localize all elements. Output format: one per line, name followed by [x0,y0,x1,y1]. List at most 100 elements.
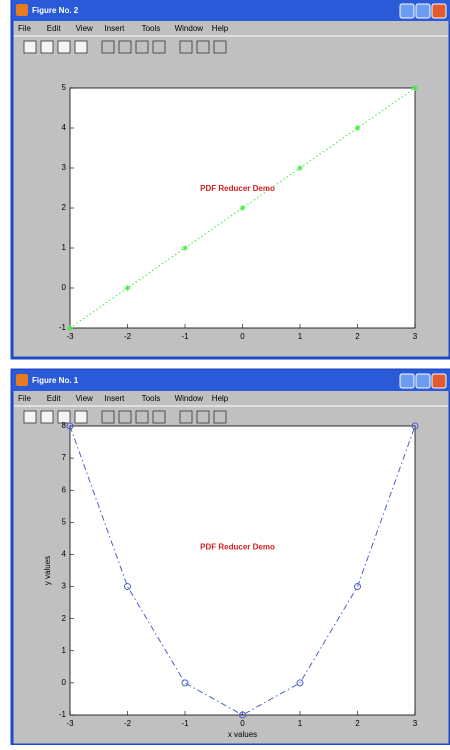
data-point [124,583,131,591]
menu-item[interactable]: Help [212,24,229,33]
window-title: Figure No. 2 [32,6,79,15]
y-tick-label: -1 [59,323,67,332]
y-tick-label: 1 [62,646,67,655]
y-tick-label: 5 [62,517,67,526]
toolbar-print[interactable] [74,40,88,54]
y-tick-label: 4 [62,123,67,132]
y-tick-label: 0 [62,283,67,292]
data-point [296,679,304,687]
y-tick-label: -1 [59,710,67,719]
toolbar-pointer[interactable] [101,40,115,54]
data-point [354,125,361,131]
title-bar [12,370,450,391]
toolbar-print[interactable] [74,410,88,424]
window-title: Figure No. 1 [32,376,79,385]
menu-item[interactable]: View [76,24,93,33]
data-line [69,425,416,716]
y-tick-label: 5 [62,83,67,92]
menu-item[interactable]: Insert [104,24,125,33]
y-tick-label: 4 [62,550,67,559]
menu-item[interactable]: Tools [142,24,161,33]
menu-item[interactable]: File [18,24,31,33]
menu-item[interactable]: Tools [142,394,161,403]
y-tick-label: 3 [62,163,67,172]
y-tick-label: 8 [62,421,67,430]
toolbar-zoom-out[interactable] [196,410,210,424]
data-point [239,205,246,211]
menu-item[interactable]: Edit [47,24,62,33]
toolbar-text[interactable] [118,410,132,424]
toolbar-new[interactable] [23,410,37,424]
y-tick-label: 2 [62,614,67,623]
y-tick-label: 6 [62,485,67,494]
x-tick-label: -3 [66,332,74,341]
toolbar-line[interactable] [152,410,166,424]
toolbar-text[interactable] [118,40,132,54]
toolbar-rotate[interactable] [213,40,227,54]
y-tick-label: 0 [62,678,67,687]
x-tick-label: 1 [298,719,303,728]
toolbar-zoom-in[interactable] [179,410,193,424]
annotation: PDF Reducer Demo [200,542,275,551]
toolbar-pointer[interactable] [101,410,115,424]
x-tick-label: 2 [355,719,360,728]
y-tick-label: 1 [62,243,67,252]
x-tick-label: 2 [355,332,360,341]
toolbar-open[interactable] [40,40,54,54]
x-tick-label: -2 [124,332,132,341]
data-point [411,422,419,430]
x-tick-label: -1 [181,332,189,341]
close-button[interactable] [431,3,447,19]
maximize-button[interactable] [415,373,431,389]
minimize-button[interactable] [399,373,415,389]
annotation: PDF Reducer Demo [200,184,275,193]
app-icon [16,4,28,16]
menu-item[interactable]: Insert [104,394,125,403]
x-tick-label: 3 [413,332,418,341]
x-tick-label: -1 [181,719,189,728]
data-point [239,711,246,719]
axes [69,425,416,716]
y-tick-label: 7 [62,453,67,462]
menu-item[interactable]: Window [175,394,204,403]
toolbar-rotate[interactable] [213,410,227,424]
x-tick-label: 0 [240,332,245,341]
y-axis-label: y values [43,556,52,585]
toolbar-zoom-out[interactable] [196,40,210,54]
app-icon [16,374,28,386]
toolbar-zoom-in[interactable] [179,40,193,54]
menu-item[interactable]: Edit [47,394,62,403]
data-point [412,85,418,91]
toolbar-save[interactable] [57,410,71,424]
x-tick-label: 0 [240,719,245,728]
y-tick-label: 3 [62,582,67,591]
menu-item[interactable]: File [18,394,31,403]
data-point [182,245,188,251]
data-point [181,679,189,687]
toolbar-open[interactable] [40,410,54,424]
data-point [297,165,303,171]
title-bar [12,0,450,21]
maximize-button[interactable] [415,3,431,19]
minimize-button[interactable] [399,3,415,19]
data-point [67,325,73,331]
close-button[interactable] [431,373,447,389]
toolbar-arrow[interactable] [135,40,149,54]
toolbar-new[interactable] [23,40,37,54]
x-tick-label: 3 [413,719,418,728]
x-axis-label: x values [228,730,257,739]
menu-item[interactable]: Window [175,24,204,33]
y-tick-label: 2 [62,203,67,212]
toolbar-save[interactable] [57,40,71,54]
toolbar-arrow[interactable] [135,410,149,424]
x-tick-label: -2 [124,719,132,728]
data-point [66,422,74,430]
data-point [354,583,361,591]
menu-item[interactable]: Help [212,394,229,403]
toolbar-line[interactable] [152,40,166,54]
menu-item[interactable]: View [76,394,93,403]
x-tick-label: 1 [298,332,303,341]
